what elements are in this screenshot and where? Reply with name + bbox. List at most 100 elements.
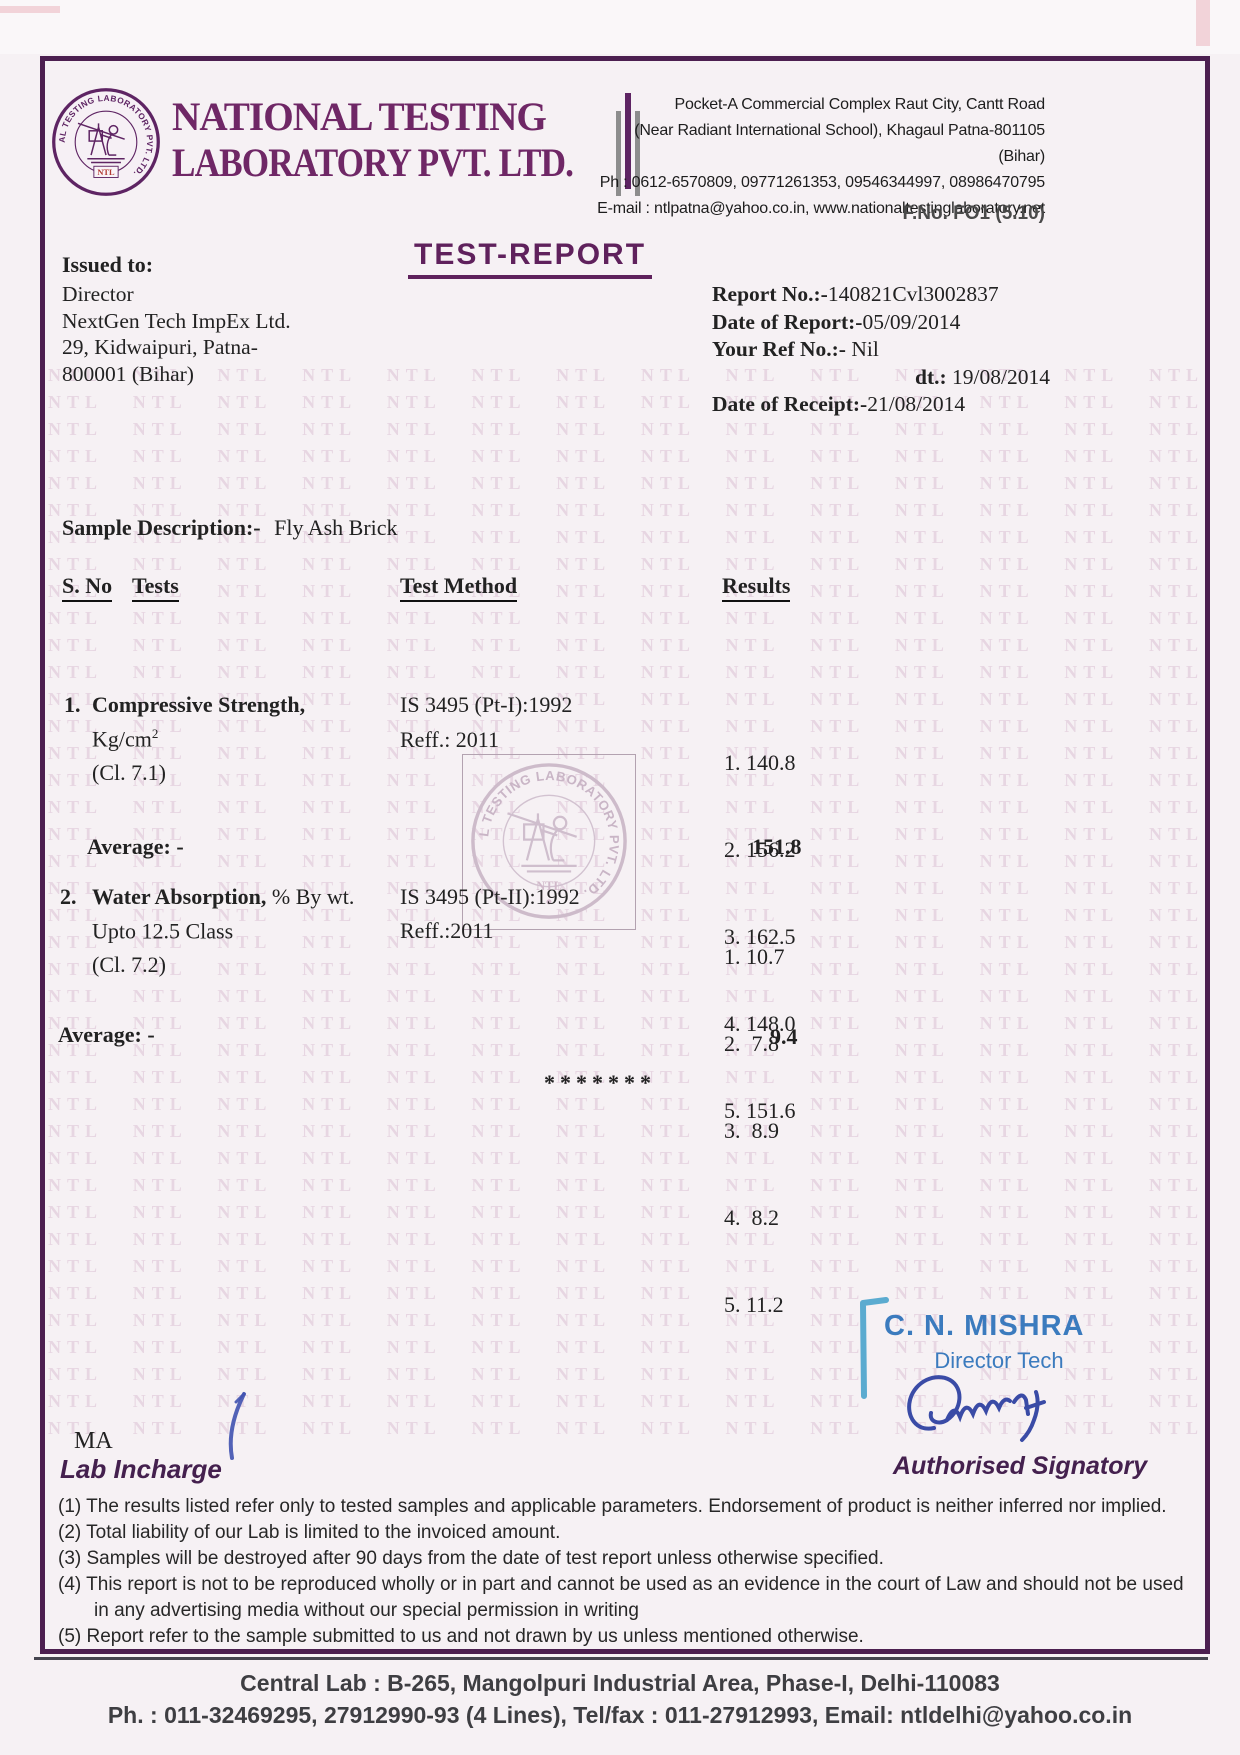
- col-header-sno: S. No: [62, 573, 113, 602]
- your-ref-label: Your Ref No.:-: [712, 337, 846, 361]
- date-of-receipt-label: Date of Receipt:-: [712, 392, 868, 416]
- company-name: NATIONAL TESTING LABORATORY PVT. LTD.: [172, 94, 628, 186]
- ntl-logo-seal-icon: NATIONAL TESTING LABORATORY PVT. LTD. NT…: [50, 86, 160, 196]
- address-line: (Near Radiant International School), Kha…: [634, 122, 1045, 165]
- terms-notes-block: (1) The results listed refer only to tes…: [58, 1494, 1194, 1650]
- row1-clause: (Cl. 7.1): [92, 760, 166, 785]
- note-4: (4) This report is not to be reproduced …: [58, 1574, 1184, 1621]
- date-of-receipt-line: Date of Receipt:-21/08/2014: [712, 391, 1058, 419]
- row1-test-name-bold: Compressive Strength,: [92, 692, 306, 717]
- row1-average-value: 151.8: [752, 834, 802, 859]
- issued-to-line: 800001 (Bihar): [62, 361, 194, 386]
- row2-result: 5. 11.2: [724, 1292, 784, 1317]
- authorised-signatory-label: Authorised Signatory: [892, 1452, 1148, 1480]
- company-name-line1: NATIONAL TESTING: [172, 94, 547, 139]
- col-header-tests: Tests: [132, 573, 179, 602]
- scan-top-band: [0, 0, 1240, 54]
- sample-description: Sample Description:- Fly Ash Brick: [62, 515, 398, 541]
- company-name-line2: LABORATORY PVT. LTD.: [172, 140, 574, 185]
- report-no-value: 140821Cvl3002837: [827, 282, 999, 306]
- row1-unit: Kg/cm2: [92, 726, 158, 752]
- issued-to-label: Issued to:: [62, 252, 154, 277]
- row1-test-name: Compressive Strength,: [92, 692, 305, 718]
- row1-average-label: Average: -: [87, 834, 184, 859]
- director-signature-icon: [907, 1375, 1046, 1442]
- row1-results-list: 1. 140.8 2. 156.2 3. 162.5 4. 148.0 5. 1…: [724, 690, 796, 1183]
- address-line: Pocket-A Commercial Complex Raut City, C…: [674, 96, 1046, 113]
- dt-line: dt.: 19/08/2014: [712, 364, 1058, 392]
- dt-value: 19/08/2014: [946, 364, 1050, 389]
- row2-average-value: 9.4: [770, 1024, 798, 1049]
- faded-seal-stamp-icon: NATIONAL TESTING LABORATORY PVT. LTD. NT…: [461, 746, 627, 919]
- scan-artifact: [1196, 0, 1210, 46]
- row2-sub-line: Upto 12.5 Class: [92, 918, 233, 944]
- logo-badge-text: NTL: [97, 168, 115, 177]
- date-of-report-line: Date of Report:-05/09/2014: [712, 309, 1058, 337]
- your-ref-line: Your Ref No.:- Nil: [712, 336, 1058, 364]
- sample-description-label: Sample Description:-: [62, 515, 261, 540]
- row2-result: 3. 8.9: [724, 1118, 779, 1143]
- col-header-results: Results: [722, 573, 791, 602]
- row2-average-label: Average: -: [58, 1022, 155, 1047]
- page-border-frame: [40, 56, 1210, 1654]
- note-2: (2) Total liability of our Lab is limite…: [58, 1522, 561, 1543]
- company-address-block: Pocket-A Commercial Complex Raut City, C…: [590, 92, 1045, 222]
- row1-result: 4. 148.0: [724, 1011, 796, 1036]
- lab-incharge-signature-icon: [228, 1392, 246, 1460]
- ntl-watermark: NTL NTL NTL NTL NTL NTL NTL NTL NTL NTL …: [48, 365, 1204, 1448]
- row2-results-list: 1. 10.7 2. 7.8 3. 8.9 4. 8.2 5. 11.2: [724, 884, 785, 1377]
- report-info-block: Report No.:-140821Cvl3002837 Date of Rep…: [712, 281, 1058, 419]
- lab-initials: MA: [74, 1428, 113, 1454]
- stamp-badge-text: NTL: [536, 879, 562, 893]
- page-title: TEST-REPORT: [408, 238, 653, 279]
- divider-bar-gray-left: [616, 111, 621, 196]
- blue-bracket-mark-icon: [860, 1297, 889, 1399]
- note-5: (5) Report refer to the sample submitted…: [58, 1626, 864, 1647]
- row2-clause: (Cl. 7.2): [92, 952, 166, 977]
- form-number: F.No. FO1 (5.10): [902, 203, 1045, 224]
- sample-description-value: Fly Ash Brick: [274, 515, 398, 540]
- address-line: Ph : 0612-6570809, 09771261353, 09546344…: [599, 174, 1045, 191]
- seal-stamp-box: NATIONAL TESTING LABORATORY PVT. LTD. NT…: [461, 746, 636, 930]
- director-name-stamp: C. N. MISHRA: [884, 1310, 1085, 1342]
- row1-result: 2. 156.2: [724, 837, 796, 862]
- lab-incharge-label: Lab Incharge: [60, 1454, 222, 1484]
- logo-figure-art: [77, 122, 125, 164]
- row1-result: 3. 162.5: [724, 924, 796, 949]
- row2-method-line1: IS 3495 (Pt-II):1992: [400, 884, 580, 909]
- director-title-stamp: Director Tech: [934, 1348, 1064, 1373]
- row2-result: 4. 8.2: [724, 1205, 779, 1230]
- address-line: E-mail : ntlpatna@yahoo.co.in, www.natio…: [597, 200, 1045, 217]
- row2-result: 1. 10.7: [724, 944, 785, 969]
- report-no-label: Report No.:-: [712, 282, 828, 306]
- issued-to-line: Director: [62, 282, 134, 306]
- asterisk-separator: *******: [544, 1070, 656, 1095]
- row2-method-line2: Reff.:2011: [400, 918, 494, 943]
- row2-result: 2. 7.8: [724, 1031, 779, 1056]
- date-of-report-value: 05/09/2014: [862, 309, 961, 334]
- row1-method-line1: IS 3495 (Pt-I):1992: [400, 692, 573, 717]
- row2-number: 2.: [60, 884, 77, 909]
- divider-bar-gray-right: [635, 111, 640, 196]
- row1-method-line2: Reff.: 2011: [400, 727, 499, 752]
- note-3: (3) Samples will be destroyed after 90 d…: [58, 1548, 884, 1569]
- row1-unit-base: Kg/cm: [92, 726, 152, 752]
- row2-unit-base: Upto 12.5 Class: [92, 918, 234, 944]
- dt-label: dt.:: [915, 364, 947, 389]
- divider-bar-purple: [625, 93, 631, 189]
- row1-unit-sup: 2: [151, 726, 159, 741]
- footer-contact: Ph. : 011-32469295, 27912990-93 (4 Lines…: [107, 1702, 1133, 1728]
- your-ref-value: Nil: [845, 337, 879, 361]
- row1-result: 5. 151.6: [724, 1098, 796, 1123]
- scan-artifact: [0, 6, 60, 13]
- date-of-receipt-value: 21/08/2014: [867, 392, 966, 416]
- footer-central-lab: Central Lab : B-265, Mangolpuri Industri…: [240, 1670, 1000, 1696]
- date-of-report-label: Date of Report:-: [712, 309, 863, 334]
- issued-to-block: Director NextGen Tech ImpEx Ltd. 29, Kid…: [62, 281, 291, 387]
- row2-test-name: Water Absorption, % By wt.: [92, 884, 354, 910]
- row2-test-name-suffix: % By wt.: [266, 884, 355, 909]
- row1-number: 1.: [64, 692, 81, 717]
- issued-to-line: NextGen Tech ImpEx Ltd.: [62, 308, 291, 333]
- row1-result: 1. 140.8: [724, 750, 796, 775]
